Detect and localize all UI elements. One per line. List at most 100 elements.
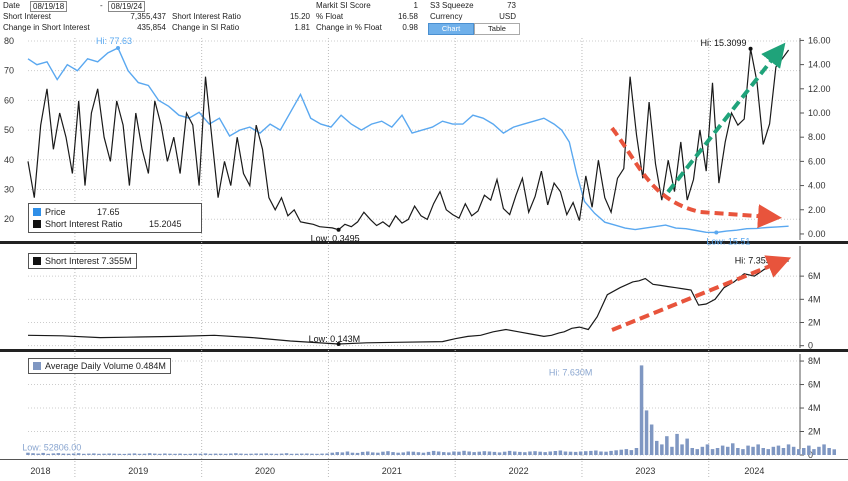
volume-bar	[259, 453, 263, 455]
volume-bar	[720, 445, 725, 455]
volume-bar	[305, 453, 309, 455]
volume-bar	[289, 453, 294, 455]
volume-bar	[715, 448, 720, 455]
date-label: Date	[3, 1, 20, 10]
annotation-label: Hi: 7.355M	[735, 255, 779, 265]
volume-bar	[447, 452, 451, 455]
tab-table[interactable]: Table	[474, 23, 520, 35]
volume-bar	[416, 452, 421, 455]
volume-bar	[137, 453, 142, 455]
volume-bar	[218, 453, 223, 455]
volume-bar	[685, 438, 689, 455]
volume-bar	[563, 451, 568, 455]
volume-bar	[741, 449, 745, 455]
volume-bar	[649, 424, 654, 455]
volume-bar	[781, 448, 786, 455]
volume-bar	[472, 452, 476, 455]
volume-bar	[726, 446, 730, 455]
volume-bar	[431, 450, 436, 455]
volume-bar	[350, 452, 355, 455]
volume-bar	[325, 453, 329, 455]
legend-si-ratio: Short Interest Ratio 15.2045	[33, 218, 197, 230]
legend-short-interest: Short Interest 7.355M	[33, 255, 132, 267]
x-tick-label: 2019	[128, 466, 148, 476]
volume-bar	[71, 453, 76, 455]
volume-bar	[76, 453, 81, 455]
currency-value: USD	[499, 12, 516, 21]
y-right-tick-label: 10.00	[808, 108, 831, 118]
markit-label: Markit SI Score	[316, 1, 371, 10]
red-dashed-arrow-icon	[611, 255, 792, 332]
annotation-label: Hi: 7.630M	[549, 367, 593, 377]
volume-bar	[817, 446, 821, 455]
annotation-marker	[116, 46, 121, 51]
top-legend: Price 17.65 Short Interest Ratio 15.2045	[28, 203, 202, 233]
volume-bar	[634, 448, 639, 455]
volume-bar	[188, 453, 192, 455]
volume-bar	[168, 453, 172, 455]
si-swatch-icon	[33, 257, 41, 265]
volume-bar	[127, 453, 132, 455]
volume-bar	[812, 449, 816, 455]
volume-bar	[229, 453, 233, 455]
y-left-tick-label: 50	[4, 125, 14, 135]
y-right-tick-label: 8M	[808, 356, 821, 366]
volume-bar	[56, 453, 61, 455]
volume-bar	[213, 453, 218, 455]
change-float-value: 0.98	[402, 23, 418, 32]
volume-bar	[153, 453, 157, 455]
float-value: 16.58	[397, 12, 418, 21]
annotation-label: Low: 15.51	[706, 237, 750, 247]
x-tick-label: 2018	[30, 466, 50, 476]
volume-bar	[36, 453, 40, 455]
tab-chart[interactable]: Chart	[428, 23, 474, 35]
annotation-label: Low: 52806.00	[22, 442, 81, 452]
si-ratio-value: 15.20	[289, 12, 310, 21]
date-from-field[interactable]: 08/19/18	[30, 1, 68, 12]
volume-bar	[467, 451, 471, 455]
volume-bar	[538, 451, 542, 455]
volume-bar	[457, 451, 461, 455]
bottom-legend: Average Daily Volume 0.484M	[28, 358, 171, 374]
volume-bar	[208, 453, 213, 455]
volume-bar	[31, 453, 35, 455]
volume-bar	[751, 446, 755, 455]
volume-bar	[421, 452, 426, 455]
change-ratio-label: Change in SI Ratio	[172, 23, 240, 32]
volume-bar	[680, 444, 684, 455]
x-tick-label: 2021	[382, 466, 402, 476]
volume-bar	[406, 451, 410, 455]
volume-bar	[578, 451, 583, 455]
date-separator: -	[100, 1, 103, 10]
volume-bar	[528, 451, 532, 455]
ratio-swatch-icon	[33, 220, 41, 228]
y-right-tick-label: 6.00	[808, 156, 826, 166]
annotation-marker	[714, 230, 719, 235]
volume-bar	[142, 453, 147, 455]
volume-bar	[371, 452, 375, 455]
date-to-field[interactable]: 08/19/24	[108, 1, 146, 12]
volume-bar	[386, 451, 390, 455]
volume-bar	[92, 453, 96, 455]
squeeze-label: S3 Squeeze	[430, 1, 474, 10]
volume-bar	[391, 452, 395, 455]
currency-label: Currency	[430, 12, 463, 21]
volume-bar	[644, 410, 649, 455]
volume-bar	[442, 452, 446, 455]
volume-bar	[705, 444, 710, 455]
volume-bar	[568, 451, 573, 455]
volume-bar	[87, 453, 91, 455]
volume-bar	[553, 451, 558, 455]
volume-bar	[436, 451, 441, 455]
volume-bar	[163, 453, 167, 455]
volume-bar	[310, 453, 314, 455]
volume-bar	[426, 451, 431, 455]
si-ratio-series-line	[27, 48, 790, 231]
y-left-tick-label: 30	[4, 185, 14, 195]
volume-bar	[802, 448, 806, 455]
volume-bar	[102, 453, 106, 455]
annotation-marker	[336, 227, 341, 232]
x-tick-label: 2020	[255, 466, 275, 476]
volume-bar	[771, 446, 776, 455]
y-right-tick-label: 4M	[808, 403, 821, 413]
